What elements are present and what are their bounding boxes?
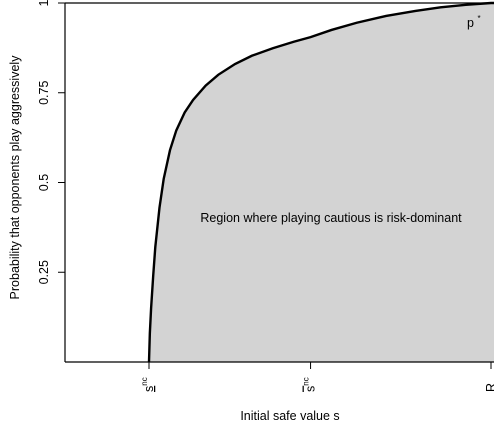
y-axis-label: Probability that opponents play aggressi…: [8, 55, 22, 300]
risk-dominant-region-area: [149, 3, 494, 362]
y-tick-label: 0.75: [37, 81, 51, 105]
y-tick-label: 0.5: [37, 174, 51, 191]
axes-group: 0.25 0.5 0.75 1 snc snc R: [37, 0, 494, 392]
p-star-label: p *: [467, 14, 481, 30]
x-axis-label: Initial safe value s: [240, 409, 339, 423]
x-tick-label: R: [484, 383, 494, 392]
x-tick-label: snc: [140, 377, 156, 392]
p-star-annotation: p *: [467, 14, 481, 30]
y-tick-label: 1: [37, 0, 51, 6]
x-tick-label: snc: [302, 377, 318, 392]
p-star-base: p: [467, 16, 474, 30]
threshold-curve-line: [147, 1, 494, 363]
p-star-superscript: *: [477, 14, 480, 23]
y-tick-label: 0.25: [37, 260, 51, 284]
region-annotation: Region where playing cautious is risk-do…: [200, 211, 462, 225]
